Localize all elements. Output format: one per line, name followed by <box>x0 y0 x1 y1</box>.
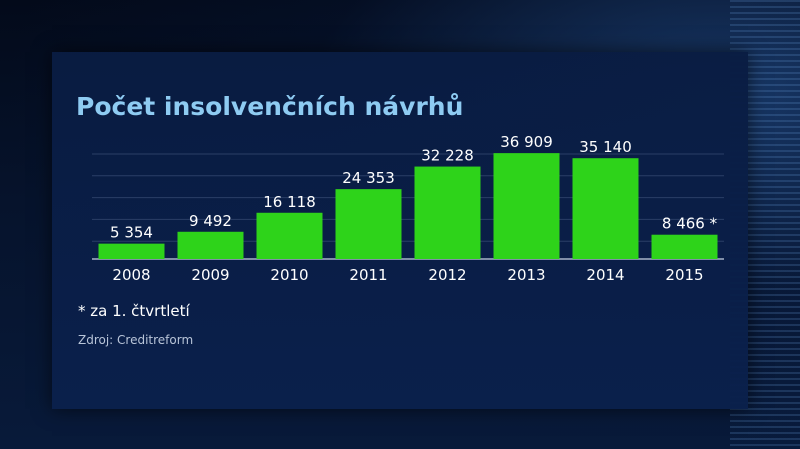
bar-2008 <box>98 243 165 259</box>
category-label-2010: 2010 <box>270 266 308 284</box>
category-label-2008: 2008 <box>112 266 150 284</box>
category-label-2014: 2014 <box>586 266 624 284</box>
value-label-2011: 24 353 <box>342 169 395 187</box>
value-label-2010: 16 118 <box>263 193 316 211</box>
bar-2015 <box>651 234 718 259</box>
value-label-2014: 35 140 <box>579 138 632 156</box>
footnote: * za 1. čtvrtletí <box>78 302 190 320</box>
bar-2011 <box>335 189 402 259</box>
bar-2010 <box>256 212 323 259</box>
value-label-2015: 8 466 * <box>662 215 718 233</box>
bar-2013 <box>493 153 560 259</box>
chart-title: Počet insolvenčních návrhů <box>76 92 464 121</box>
category-labels: 2008 2009 2010 2011 2012 2013 2014 2015 <box>112 266 703 284</box>
category-label-2015: 2015 <box>665 266 703 284</box>
bars <box>98 153 718 259</box>
bar-2012 <box>414 166 481 259</box>
value-labels: 5 354 9 492 16 118 24 353 32 228 36 909 35 140… <box>110 133 718 242</box>
value-label-2009: 9 492 <box>189 212 232 230</box>
category-label-2011: 2011 <box>349 266 387 284</box>
value-label-2012: 32 228 <box>421 147 474 165</box>
source-note: Zdroj: Creditreform <box>78 333 194 347</box>
category-label-2009: 2009 <box>191 266 229 284</box>
category-label-2013: 2013 <box>507 266 545 284</box>
bar-2009 <box>177 231 244 259</box>
category-label-2012: 2012 <box>428 266 466 284</box>
bar-2014 <box>572 158 639 259</box>
value-label-2008: 5 354 <box>110 224 153 242</box>
value-label-2013: 36 909 <box>500 133 553 151</box>
